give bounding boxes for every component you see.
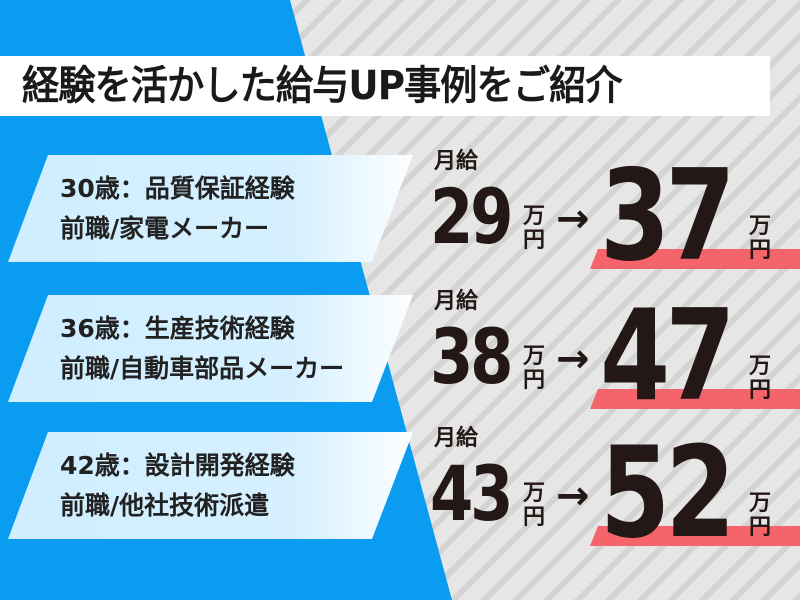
highlight-bar <box>590 389 800 409</box>
arrow-right-icon: → <box>556 473 590 519</box>
case-previous-job: 前職/自動車部品メーカー <box>60 354 345 383</box>
monthly-salary-label: 月給 <box>434 289 479 314</box>
unit-yen: 円 <box>522 505 545 530</box>
salary-before: 38 <box>430 312 513 401</box>
unit-man: 万 <box>522 344 545 369</box>
salary-before: 43 <box>430 449 513 538</box>
case-previous-job: 前職/家電メーカー <box>60 214 270 243</box>
salary-after: 52 <box>600 419 735 566</box>
case-profile: 30歳：品質保証経験 <box>60 174 295 203</box>
salary-change: 月給 38 万円 → 47 万円 <box>430 289 800 429</box>
salary-change: 月給 29 万円 → 37 万円 <box>430 149 800 289</box>
unit-label: 万円 <box>522 482 546 530</box>
arrow-right-icon: → <box>556 196 590 242</box>
arrow-right-icon: → <box>556 336 590 382</box>
unit-label: 万円 <box>748 492 772 540</box>
highlight-bar <box>590 526 800 546</box>
case-profile: 36歳：生産技術経験 <box>60 314 295 343</box>
unit-yen: 円 <box>748 238 771 263</box>
case-card: 36歳：生産技術経験 前職/自動車部品メーカー <box>8 295 413 402</box>
monthly-salary-label: 月給 <box>434 426 479 451</box>
unit-man: 万 <box>748 491 771 516</box>
unit-yen: 円 <box>748 378 771 403</box>
unit-label: 万円 <box>522 205 546 253</box>
page-title: 経験を活かした給与UP事例をご紹介 <box>22 63 623 109</box>
unit-label: 万円 <box>748 215 772 263</box>
unit-label: 万円 <box>522 345 546 393</box>
salary-after: 37 <box>600 142 735 289</box>
unit-yen: 円 <box>522 368 545 393</box>
unit-yen: 円 <box>522 228 545 253</box>
highlight-bar <box>590 249 800 269</box>
unit-man: 万 <box>748 214 771 239</box>
title-banner: 経験を活かした給与UP事例をご紹介 <box>0 56 770 116</box>
salary-after: 47 <box>600 282 735 429</box>
salary-before: 29 <box>430 172 513 261</box>
case-card: 42歳：設計開発経験 前職/他社技術派遣 <box>8 432 413 539</box>
unit-label: 万円 <box>748 355 772 403</box>
case-card: 30歳：品質保証経験 前職/家電メーカー <box>8 155 413 262</box>
unit-yen: 円 <box>748 515 771 540</box>
case-profile: 42歳：設計開発経験 <box>60 451 295 480</box>
unit-man: 万 <box>522 481 545 506</box>
monthly-salary-label: 月給 <box>434 149 479 174</box>
unit-man: 万 <box>522 204 545 229</box>
unit-man: 万 <box>748 354 771 379</box>
case-previous-job: 前職/他社技術派遣 <box>60 491 270 520</box>
salary-change: 月給 43 万円 → 52 万円 <box>430 426 800 566</box>
